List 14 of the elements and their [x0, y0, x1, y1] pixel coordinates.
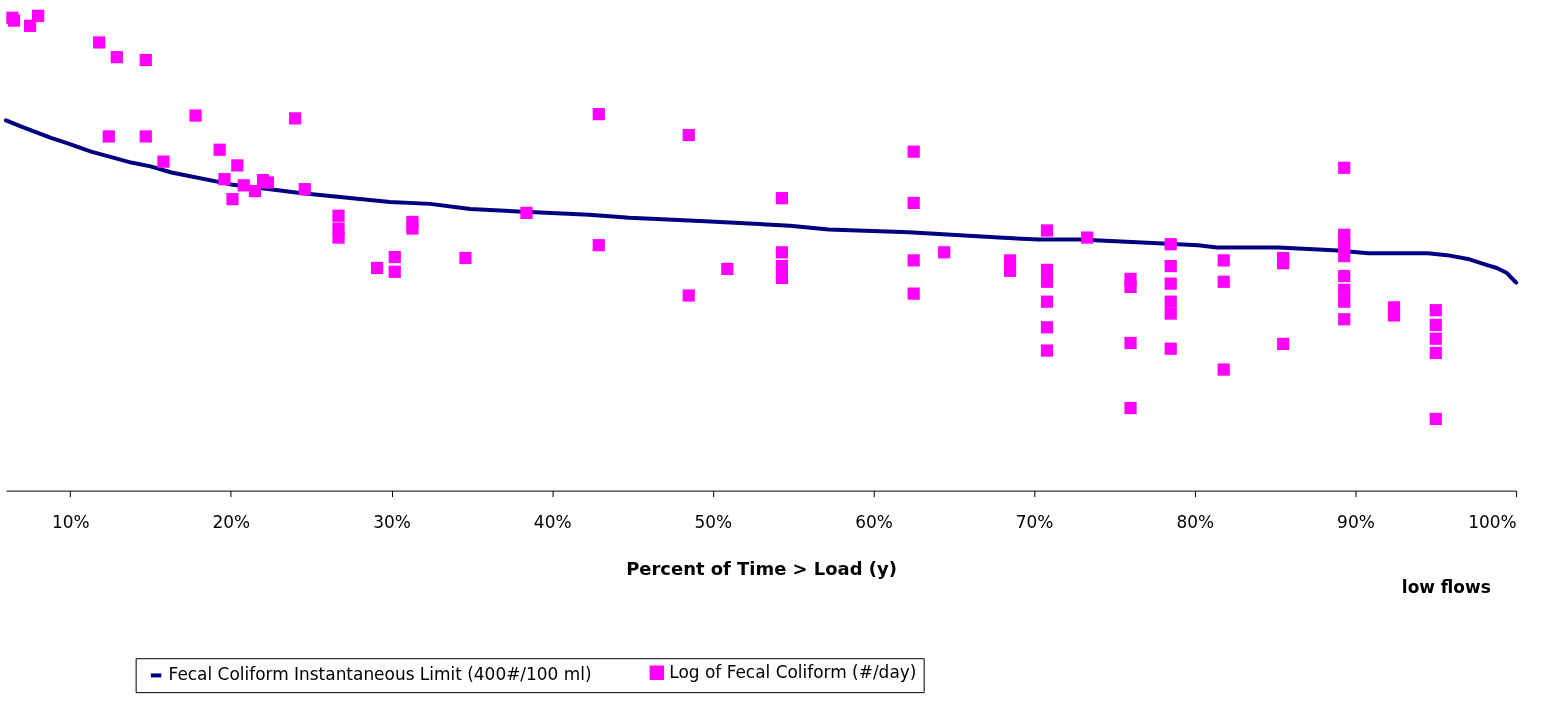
- x-tick-label: 70%: [1015, 512, 1054, 533]
- text: low flows: [1401, 577, 1491, 598]
- x-tick-label: 80%: [1176, 512, 1215, 533]
- x-tick-label: 60%: [855, 512, 893, 533]
- x-tick-label: 10%: [51, 512, 90, 533]
- x-tick-label: 50%: [694, 512, 733, 533]
- x-tick-label: 90%: [1337, 512, 1375, 533]
- legend-label: Fecal Coliform Instantaneous Limit (400#/100 ml): [168, 664, 592, 685]
- x-tick-label: 30%: [373, 512, 411, 533]
- x-tick-label: 20%: [212, 512, 251, 533]
- x-tick-label: 100%: [1468, 512, 1517, 533]
- x-axis-title: Percent of Time > Load (y): [626, 557, 897, 579]
- x-tick-label: 40%: [533, 512, 572, 533]
- legend-label: Log of Fecal Coliform (#/day): [669, 661, 917, 682]
